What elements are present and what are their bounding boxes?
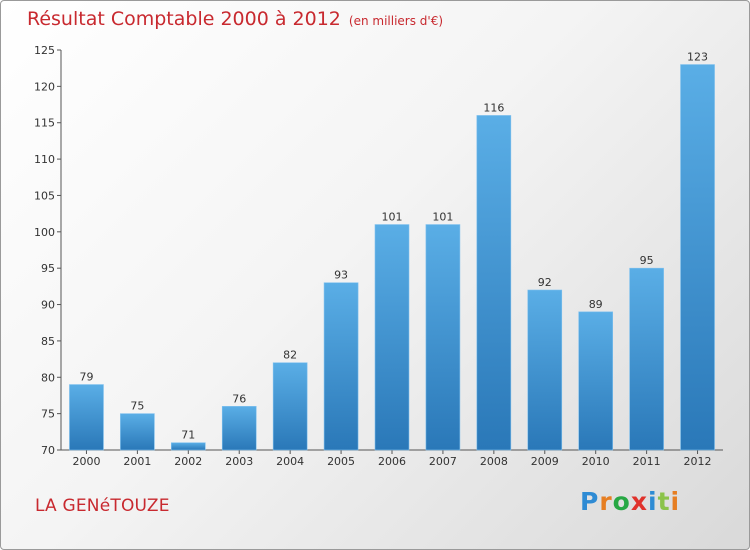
bar-2000 [69,384,104,451]
chart-title-text: Résultat Comptable 2000 à 2012 [27,8,341,30]
bar-value-label: 75 [130,400,144,413]
x-tick-label: 2007 [429,455,457,468]
y-tick-label: 90 [41,299,55,312]
logo-letter: i [648,487,658,516]
logo-letter: r [599,487,613,516]
chart-title: Résultat Comptable 2000 à 2012 (en millie… [27,8,443,30]
x-tick-label: 2010 [582,455,610,468]
x-tick-label: 2000 [72,455,100,468]
x-tick-label: 2012 [684,455,712,468]
y-tick-label: 70 [41,444,55,457]
y-tick-label: 95 [41,262,55,275]
bar-2005 [323,282,359,451]
bar-value-label: 76 [232,392,246,405]
x-tick-label: 2009 [531,455,559,468]
place-name: LA GENéTOUZE [35,496,170,516]
bar-value-label: 95 [640,254,654,267]
x-tick-label: 2003 [225,455,253,468]
bar-value-label: 101 [382,211,403,224]
x-tick-label: 2005 [327,455,355,468]
bar-value-label: 89 [589,298,603,311]
proxiti-logo: Proxiti [580,487,680,516]
logo-letter: t [657,487,671,516]
bar-value-label: 116 [483,101,504,114]
bar-2008 [476,115,512,451]
x-tick-label: 2006 [378,455,406,468]
bar-value-label: 93 [334,269,348,282]
bar-value-label: 82 [283,349,297,362]
bar-2012 [680,64,715,451]
y-tick-label: 75 [41,408,55,421]
bar-value-label: 92 [538,276,552,289]
bar-2002 [171,442,206,451]
bar-value-label: 79 [79,371,93,384]
axes: 70 75 80 85 90 95 100 105 110 115 120 125 2000 2001 20… [34,44,723,468]
logo-letter: P [580,487,600,516]
x-tick-label: 2008 [480,455,508,468]
x-tick-label: 2011 [633,455,661,468]
bar-2011 [629,267,664,451]
bar-value-label: 123 [687,51,708,64]
y-tick-label: 105 [34,189,55,202]
bar-2001 [120,413,155,451]
bar-2004 [272,362,308,451]
y-tick-label: 120 [34,80,55,93]
bar-2006 [374,224,410,451]
y-tick-label: 85 [41,335,55,348]
bar-2003 [221,406,257,451]
y-tick-label: 100 [34,226,55,239]
bar-value-label: 101 [432,211,453,224]
bar-2009 [527,289,563,451]
x-tick-label: 2004 [276,455,304,468]
x-tick-label: 2001 [123,455,151,468]
y-tick-label: 115 [34,117,55,130]
x-tick-label: 2002 [174,455,202,468]
y-tick-label: 80 [41,371,55,384]
logo-letter: x [630,487,648,516]
chart-unit: (en milliers d'€) [348,14,444,28]
logo-letter: i [670,487,681,516]
bars: 79 75 71 76 82 93 101 101 116 92 89 95 123 [69,51,715,451]
logo-letter: o [612,487,631,516]
bar-value-label: 71 [181,429,195,442]
y-tick-label: 125 [34,44,55,57]
bar-2010 [578,311,613,451]
y-tick-label: 110 [34,153,55,166]
bar-2007 [425,224,461,451]
